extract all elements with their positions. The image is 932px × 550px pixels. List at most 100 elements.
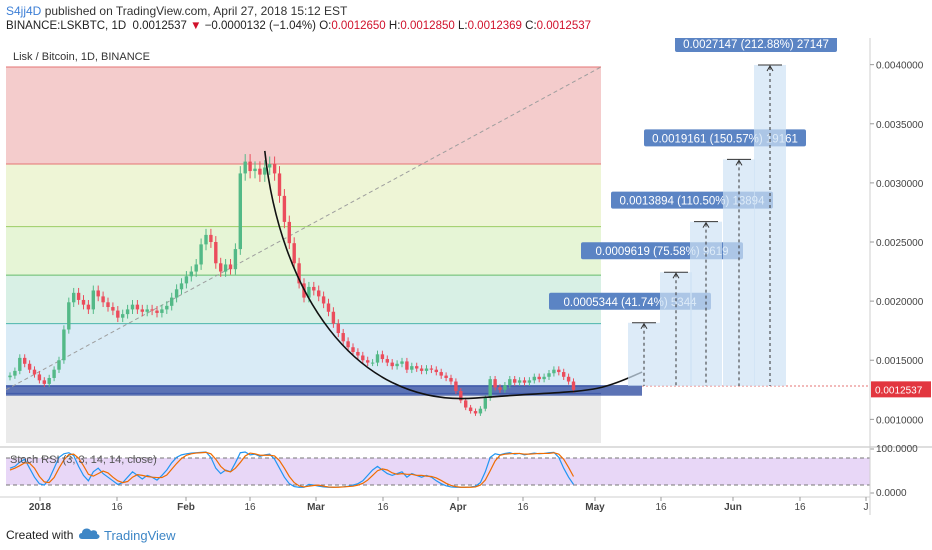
candle-body	[101, 296, 105, 303]
rounded-bottom-curve	[264, 150, 643, 400]
candle-body	[243, 161, 247, 174]
candle-body	[116, 310, 120, 318]
tradingview-brand[interactable]: TradingView	[104, 528, 176, 543]
candle-body	[522, 380, 527, 383]
candle-body	[410, 366, 414, 370]
candle-body	[277, 173, 282, 196]
candle-body	[268, 163, 272, 168]
candle-body	[483, 398, 487, 409]
candle-body	[459, 390, 463, 401]
candle-body	[253, 168, 257, 172]
candle-body	[67, 302, 71, 330]
target-label-bg	[675, 38, 837, 52]
candle-body	[52, 369, 56, 378]
fib-zone	[6, 67, 601, 164]
candle-body	[292, 243, 296, 264]
candle-body	[419, 368, 424, 371]
x-tick-label: 16	[244, 502, 256, 513]
candle-body	[86, 304, 91, 310]
candle-body	[370, 362, 375, 364]
candle-body	[121, 314, 125, 318]
chart-header: S4jj4D published on TradingView.com, Apr…	[0, 0, 932, 38]
change-value: −0.0000132 (−1.04%)	[204, 20, 316, 32]
candle-body	[214, 242, 218, 264]
fib-zone	[6, 163, 601, 227]
candle-body	[150, 309, 154, 311]
candle-body	[400, 361, 404, 364]
x-tick-label: Apr	[449, 502, 466, 513]
y-tick-label: 0.0035000	[876, 120, 924, 131]
candle-body	[272, 163, 277, 174]
candle-body	[336, 323, 340, 334]
ohlc-line: BINANCE:LSKBTC, 1D 0.0012537 ▼ −0.000013…	[6, 20, 591, 32]
candle-body	[297, 263, 301, 284]
candle-body	[135, 304, 140, 310]
candle-body	[209, 234, 213, 242]
price-badge-label: 0.0012537	[875, 385, 923, 396]
footer: Created with TradingView	[0, 515, 932, 550]
candle-body	[513, 379, 517, 383]
candle-body	[537, 376, 541, 380]
trend-line	[5, 66, 602, 391]
candle-body	[557, 369, 561, 373]
candle-body	[356, 351, 360, 356]
rsi-label: Stoch RSI (3, 3, 14, 14, close)	[10, 454, 157, 466]
candle-body	[72, 292, 76, 303]
candle-body	[233, 249, 238, 270]
x-tick-label: 16	[377, 502, 389, 513]
down-arrow-icon: ▼	[190, 20, 202, 32]
candle-body	[488, 379, 492, 399]
candle-body	[375, 354, 380, 363]
x-tick-label: 16	[111, 502, 123, 513]
rsi-tick-label: 100.0000	[876, 444, 918, 455]
candle-body	[145, 309, 149, 312]
candle-body	[263, 167, 267, 175]
candle-body	[449, 377, 453, 382]
candle-body	[194, 264, 198, 272]
candle-body	[170, 297, 174, 306]
y-tick-label: 0.0020000	[876, 297, 924, 308]
candle-body	[8, 375, 12, 378]
candle-body	[517, 380, 522, 383]
candle-body	[140, 309, 144, 312]
candle-body	[199, 244, 203, 265]
x-tick-label: 2018	[29, 502, 52, 513]
candle-body	[155, 310, 159, 313]
candle-body	[96, 290, 100, 297]
candle-body	[223, 264, 228, 272]
x-tick-label: May	[585, 502, 605, 513]
candle-body	[106, 302, 110, 308]
x-tick-label: J	[864, 502, 869, 513]
close-value: 0.0012537	[536, 20, 592, 32]
axes: 0.0040000 0.0035000 0.0030000 0.0025000 0.00…	[0, 38, 931, 515]
candle-body	[390, 362, 394, 367]
candle-body	[204, 234, 208, 245]
support-zone	[6, 385, 642, 396]
author-link[interactable]: S4jj4D	[6, 4, 42, 18]
candle-body	[32, 369, 37, 375]
publish-line: S4jj4D published on TradingView.com, Apr…	[6, 4, 347, 18]
candle-body	[454, 381, 458, 391]
candle-body	[468, 407, 473, 412]
low-value: 0.0012369	[467, 20, 522, 32]
candle-body	[552, 369, 556, 374]
low-label: L:	[457, 20, 468, 32]
last-price: 0.0012537	[132, 20, 187, 32]
candle-body	[351, 347, 355, 352]
candle-body	[493, 379, 497, 388]
candle-body	[42, 380, 46, 384]
publish-info: published on TradingView.com, April 27, …	[44, 4, 348, 18]
candle-body	[547, 373, 551, 377]
candle-body	[27, 363, 32, 370]
rsi-tick-label: 0.0000	[876, 488, 907, 499]
candle-body	[125, 309, 130, 315]
close-label: C:	[525, 20, 537, 32]
fib-background	[5, 66, 642, 443]
candle-body	[160, 309, 164, 313]
candle-body	[566, 376, 571, 382]
tradingview-cloud-icon	[79, 528, 100, 539]
candle-body	[189, 271, 193, 277]
candle-body	[13, 370, 17, 376]
candle-body	[248, 161, 252, 172]
